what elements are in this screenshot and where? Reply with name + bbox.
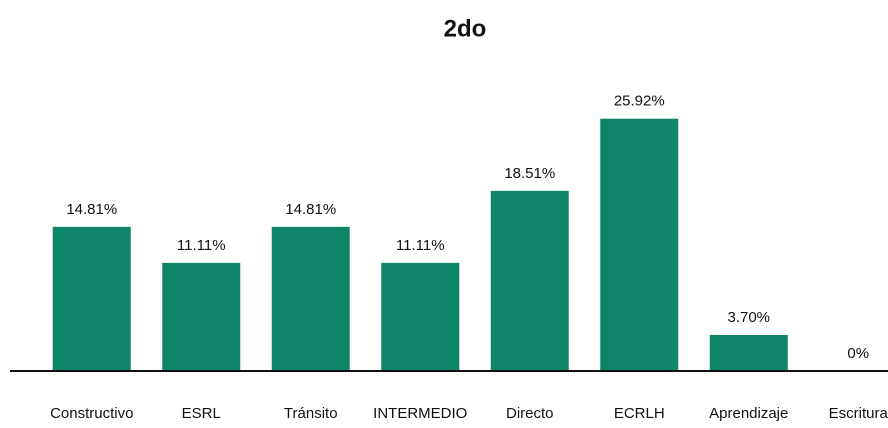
value-label: 3.70% <box>727 309 770 326</box>
value-label: 18.51% <box>504 165 555 182</box>
bar <box>600 118 679 371</box>
x-tick-label: INTERMEDIO <box>373 405 467 422</box>
value-label: 14.81% <box>285 201 336 218</box>
x-tick-label: Escritura <box>829 405 888 422</box>
chart-title: 2do <box>444 15 487 42</box>
bar <box>271 226 350 371</box>
bar <box>709 334 788 371</box>
x-tick-label: ECRLH <box>614 405 665 422</box>
x-tick-label: Directo <box>506 405 554 422</box>
x-tick-label: Constructivo <box>50 405 133 422</box>
x-tick-label: Tránsito <box>284 405 338 422</box>
value-label: 25.92% <box>614 93 665 110</box>
value-label: 14.81% <box>66 201 117 218</box>
value-label: 11.11% <box>177 237 226 254</box>
bar <box>381 262 460 371</box>
bar <box>52 226 131 371</box>
value-label: 0% <box>847 345 869 362</box>
x-tick-label: Aprendizaje <box>709 405 788 422</box>
bar <box>162 262 241 371</box>
value-label: 11.11% <box>396 237 445 254</box>
x-tick-label: ESRL <box>182 405 221 422</box>
bar <box>490 190 569 371</box>
